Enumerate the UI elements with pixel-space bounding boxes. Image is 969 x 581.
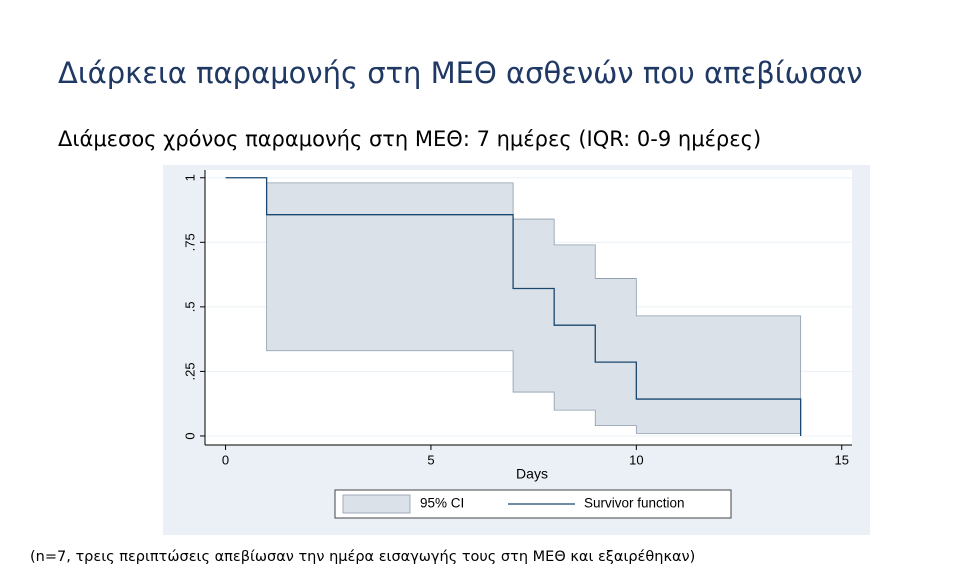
slide-subtitle: Διάμεσος χρόνος παραμονής στη ΜΕΘ: 7 ημέ… [58, 127, 761, 151]
y-tick-label: .75 [182, 233, 197, 251]
y-tick-label: 1 [182, 174, 197, 181]
footnote: (n=7, τρεις περιπτώσεις απεβίωσαν την ημ… [30, 549, 695, 565]
x-tick-label: 0 [222, 452, 229, 467]
x-tick-label: 10 [629, 452, 643, 467]
y-tick-label: .25 [182, 362, 197, 380]
y-tick-label: 0 [182, 432, 197, 439]
legend-swatch [342, 494, 411, 514]
x-tick-label: 15 [834, 452, 848, 467]
legend-label: Survivor function [584, 496, 685, 511]
survivor-line [225, 177, 802, 436]
legend-label: 95% CI [420, 496, 464, 511]
legend-items: 95% CI Survivor function [342, 494, 685, 514]
x-axis-label: Days [516, 466, 548, 482]
y-tick-label: .5 [182, 301, 197, 312]
plot [205, 177, 852, 437]
x-tick-label: 5 [427, 452, 434, 467]
slide-title: Διάρκεια παραμονής στη ΜΕΘ ασθενών που α… [58, 56, 863, 90]
